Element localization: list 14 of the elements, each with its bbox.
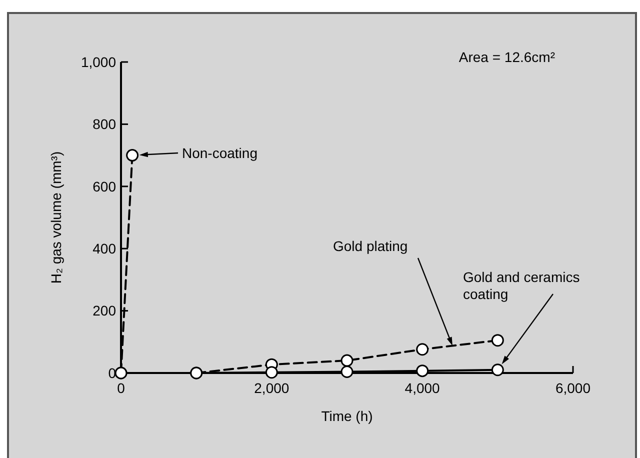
annotation: Gold and ceramics coating <box>463 269 580 302</box>
x-axis-title: Time (h) <box>321 408 373 424</box>
annotation: Gold plating <box>333 238 408 254</box>
x-tick-label: 6,000 <box>555 380 591 396</box>
annotation: Non-coating <box>182 145 258 161</box>
x-tick-label: 4,000 <box>404 380 440 396</box>
y-tick-label: 600 <box>92 178 116 194</box>
y-axis-title: H₂ gas volume (mm³) <box>48 151 64 284</box>
annotation: Area = 12.6cm² <box>458 49 556 65</box>
y-tick-label: 800 <box>92 116 116 132</box>
y-tick-label: 400 <box>92 240 116 256</box>
y-tick-label: 200 <box>92 302 116 319</box>
x-tick-label: 2,000 <box>254 380 290 396</box>
y-tick-label: 1,000 <box>80 54 116 70</box>
